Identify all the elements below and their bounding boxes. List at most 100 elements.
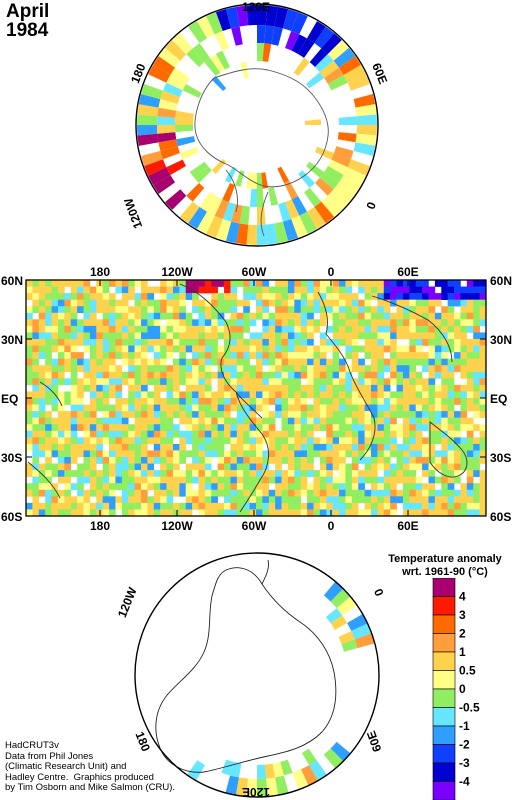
anomaly-cell [428, 502, 436, 510]
anomaly-cell [211, 391, 218, 399]
anomaly-cell [211, 430, 218, 438]
anomaly-cell [447, 293, 455, 300]
anomaly-cell [243, 365, 250, 373]
anomaly-cell [45, 470, 52, 477]
anomaly-cell [198, 509, 206, 517]
anomaly-cell [198, 371, 206, 379]
anomaly-cell [137, 133, 159, 146]
anomaly-cell [300, 470, 308, 477]
anomaly-cell [243, 312, 250, 320]
anomaly-cell [134, 352, 142, 359]
anomaly-cell [211, 483, 218, 491]
anomaly-cell [128, 319, 135, 327]
anomaly-cell [211, 325, 218, 333]
anomaly-cell [64, 352, 72, 359]
anomaly-cell [89, 470, 97, 477]
anomaly-cell [45, 306, 52, 314]
anomaly-cell [128, 293, 135, 300]
credit-line-4: Hadley Centre. Graphics produced [5, 771, 154, 783]
anomaly-cell [185, 502, 193, 510]
anomaly-cell [256, 502, 263, 510]
anomaly-cell [38, 489, 46, 497]
anomaly-cell [409, 483, 417, 491]
anomaly-cell [45, 483, 52, 491]
anomaly-cell [473, 352, 480, 359]
anomaly-cell [153, 443, 161, 451]
anomaly-cell [147, 293, 155, 300]
anomaly-cell [109, 339, 116, 346]
anomaly-cell [428, 332, 436, 340]
anomaly-cell [109, 424, 116, 432]
anomaly-cell [454, 293, 461, 300]
anomaly-cell [460, 293, 468, 300]
anomaly-cell [45, 365, 52, 373]
anomaly-cell [89, 450, 97, 458]
anomaly-cell [57, 325, 65, 333]
anomaly-cell [249, 280, 257, 287]
anomaly-cell [224, 470, 231, 477]
anomaly-cell [479, 483, 487, 491]
anomaly-cell [224, 430, 231, 438]
anomaly-cell [377, 476, 385, 484]
anomaly-cell [243, 280, 250, 287]
anomaly-cell [217, 463, 225, 471]
anomaly-cell [415, 332, 423, 340]
anomaly-cell [415, 502, 423, 510]
anomaly-cell [217, 483, 225, 491]
anomaly-cell [121, 457, 129, 464]
anomaly-cell [377, 391, 385, 399]
anomaly-cell [185, 391, 193, 399]
anomaly-cell [45, 345, 52, 353]
anomaly-cell [198, 489, 206, 497]
anomaly-cell [441, 306, 448, 314]
anomaly-cell [351, 391, 359, 399]
anomaly-cell [204, 443, 212, 451]
anomaly-cell [262, 384, 270, 392]
anomaly-cell [249, 332, 257, 340]
anomaly-cell [339, 476, 346, 484]
anomaly-cell [249, 404, 257, 412]
anomaly-cell [96, 496, 103, 504]
anomaly-cell [364, 470, 372, 477]
anomaly-cell [83, 457, 91, 464]
anomaly-cell [26, 417, 33, 425]
anomaly-cell [249, 509, 257, 517]
anomaly-cell [179, 352, 187, 359]
anomaly-cell [447, 463, 455, 471]
anomaly-cell [466, 463, 474, 471]
anomaly-cell [121, 443, 129, 451]
anomaly-cell [160, 411, 167, 418]
anomaly-cell [189, 161, 208, 178]
credit-line-2: Data from Phil Jones [5, 750, 94, 762]
anomaly-cell [32, 489, 40, 497]
anomaly-cell [319, 312, 327, 320]
anomaly-cell [434, 450, 442, 458]
anomaly-cell [32, 502, 40, 510]
anomaly-cell [479, 430, 487, 438]
anomaly-cell [45, 299, 52, 307]
anomaly-cell [351, 306, 359, 314]
anomaly-cell [428, 352, 436, 359]
anomaly-cell [224, 411, 231, 418]
anomaly-cell [147, 371, 155, 379]
anomaly-cell [109, 430, 116, 438]
anomaly-cell [364, 293, 372, 300]
anomaly-cell [351, 470, 359, 477]
anomaly-cell [409, 430, 417, 438]
anomaly-cell [262, 339, 270, 346]
anomaly-cell [121, 352, 129, 359]
anomaly-cell [249, 470, 257, 477]
anomaly-cell [185, 378, 193, 386]
anomaly-cell [204, 332, 212, 340]
anomaly-cell [102, 325, 110, 333]
anomaly-cell [473, 280, 480, 287]
anomaly-cell [246, 5, 257, 26]
anomaly-cell [141, 502, 148, 510]
anomaly-cell [313, 424, 321, 432]
anomaly-cell [300, 443, 308, 451]
anomaly-cell [409, 358, 417, 366]
anomaly-cell [172, 371, 180, 379]
anomaly-cell [179, 201, 200, 224]
anomaly-cell [109, 437, 116, 445]
anomaly-cell [51, 430, 59, 438]
